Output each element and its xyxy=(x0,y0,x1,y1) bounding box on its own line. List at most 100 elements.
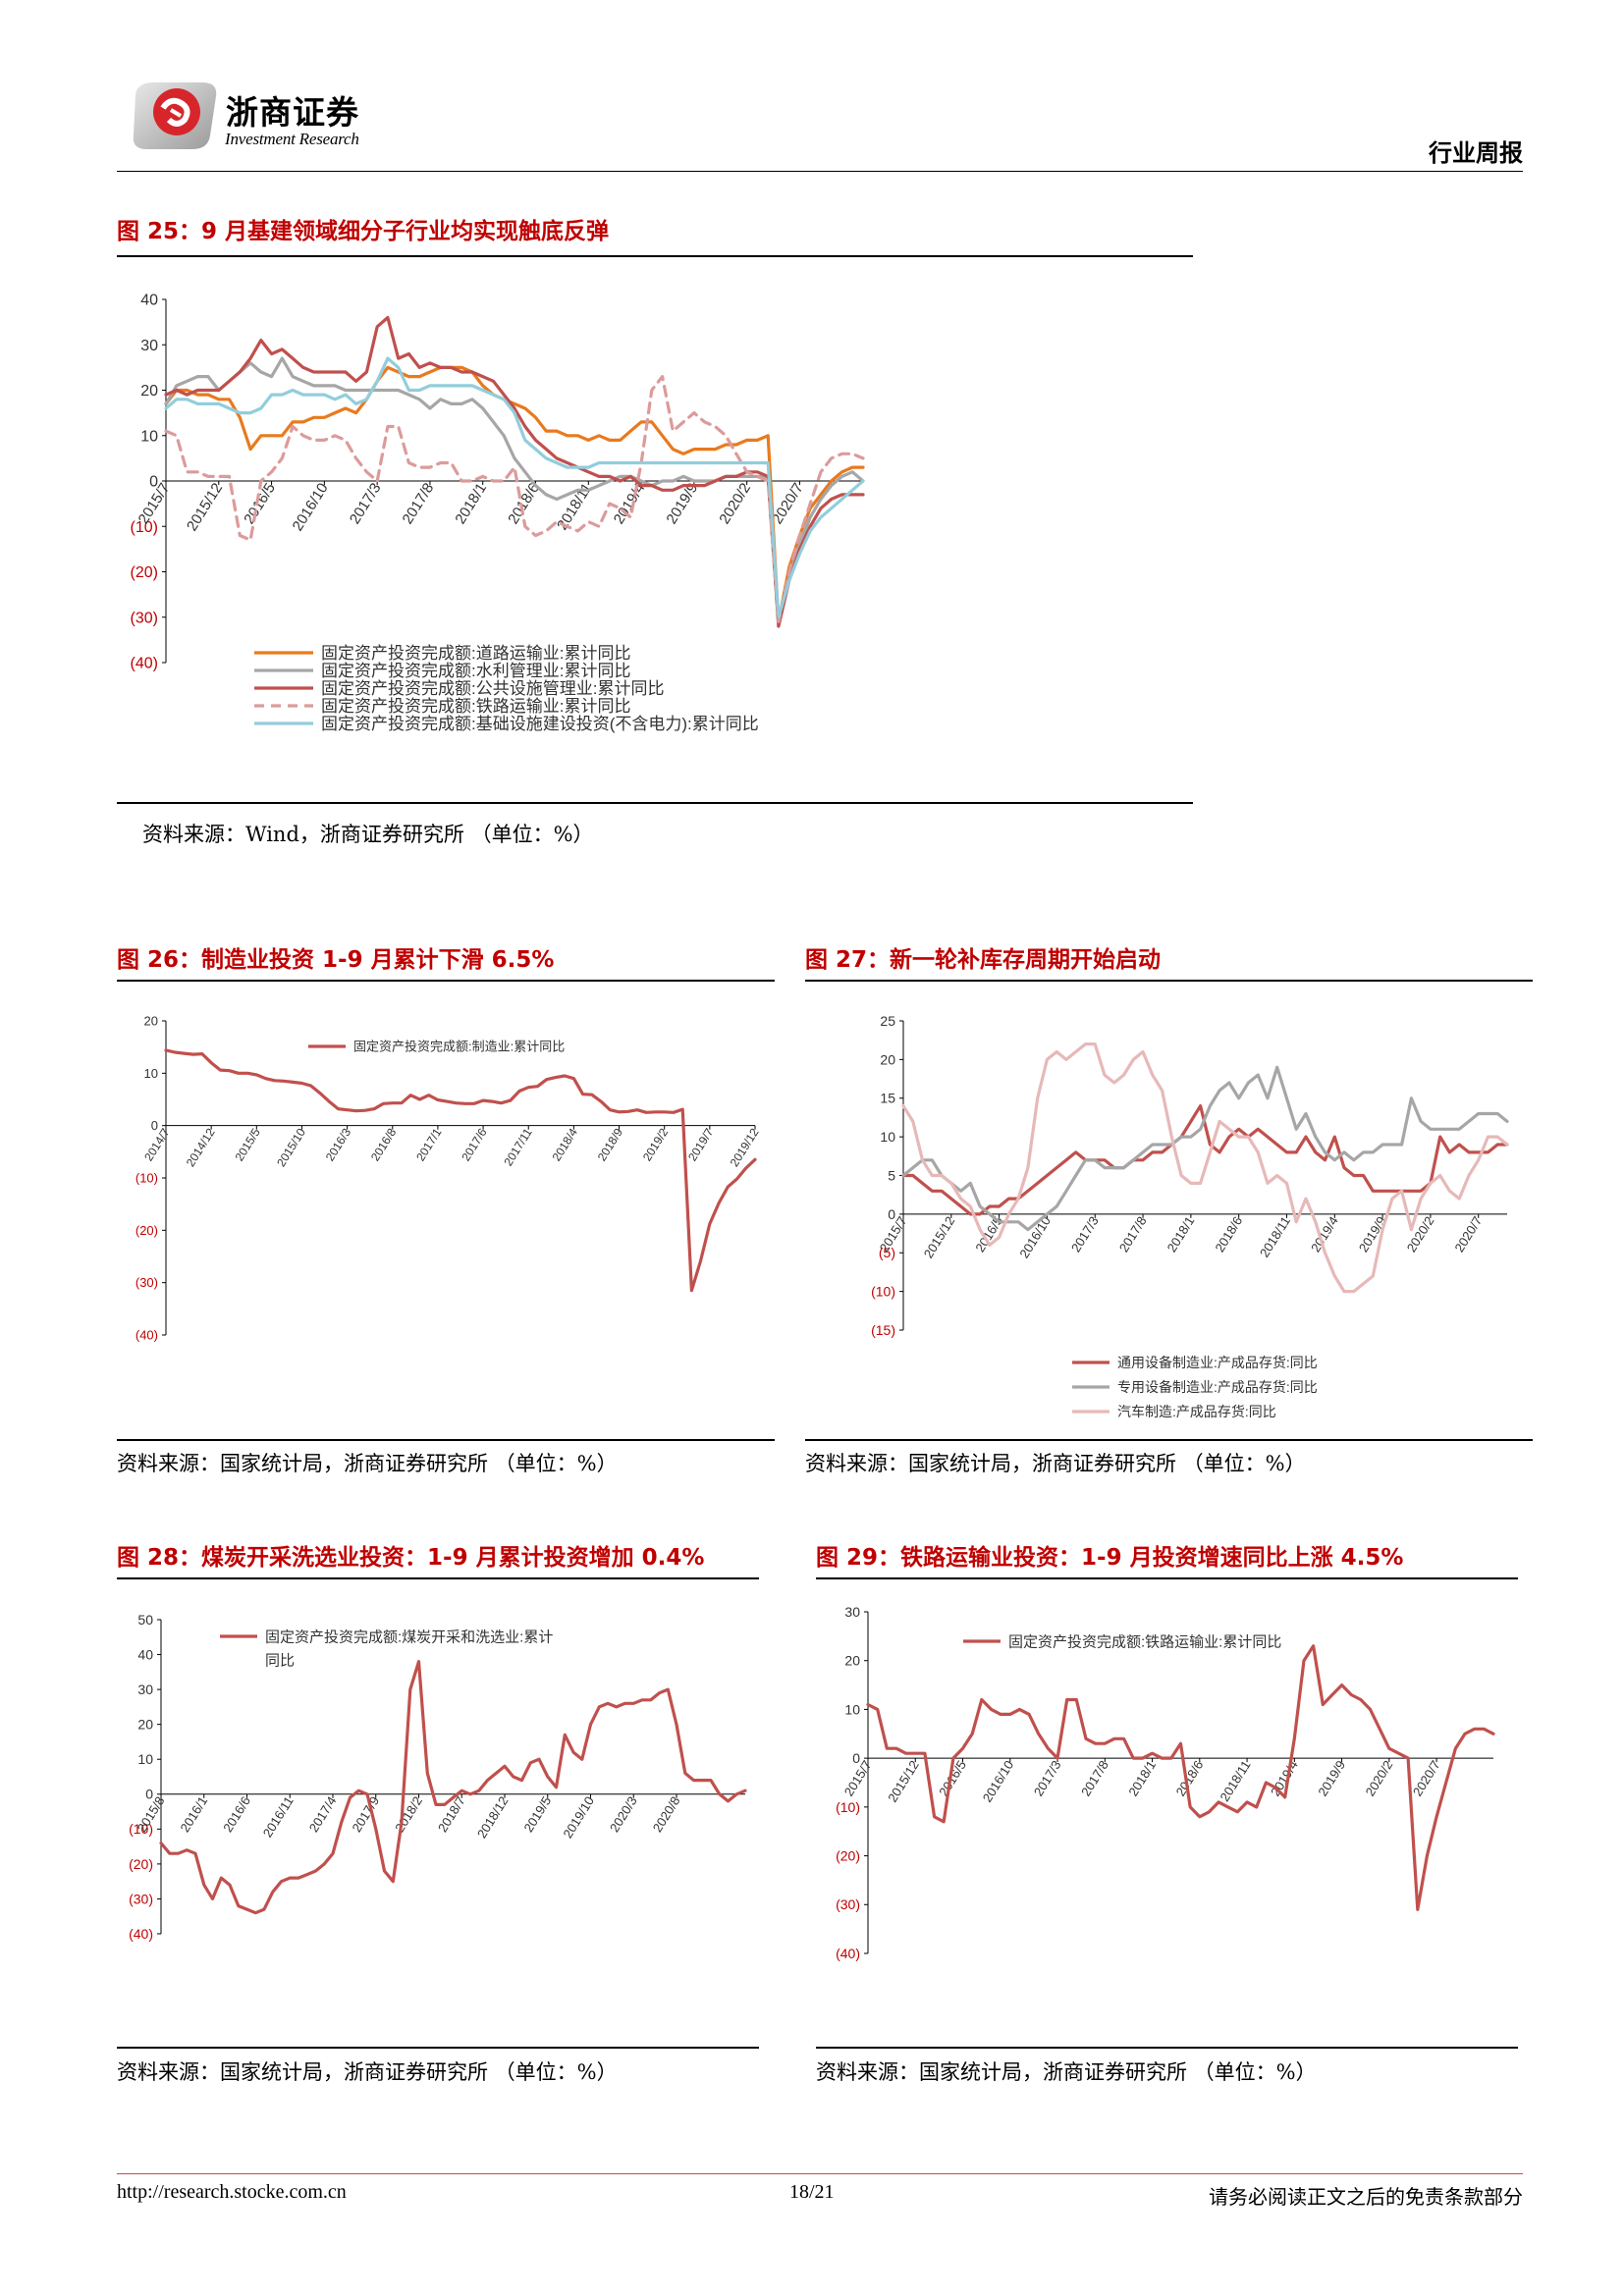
x-tick-label: 2020/3 xyxy=(607,1793,640,1835)
x-tick-label: 2020/2 xyxy=(1363,1758,1396,1799)
footer-page-number: 18/21 xyxy=(789,2181,835,2203)
x-tick-label: 2019/4 xyxy=(611,480,649,527)
x-tick-label: 2017/8 xyxy=(1078,1758,1111,1799)
y-tick-label: 20 xyxy=(140,383,158,400)
x-tick-label: 2017/1 xyxy=(413,1126,444,1164)
y-tick-label: 40 xyxy=(140,293,158,309)
figure-27-source: 资料来源：国家统计局，浙商证券研究所 （单位：%） xyxy=(805,1452,1306,1475)
y-tick-label: 10 xyxy=(144,1066,158,1081)
y-tick-label: 10 xyxy=(137,1751,153,1767)
x-tick-label: 2016/10 xyxy=(290,480,332,534)
x-tick-label: 2015/12 xyxy=(184,480,226,534)
x-tick-label: 2020/2 xyxy=(716,480,754,527)
x-tick-label: 2018/1 xyxy=(1164,1214,1198,1255)
x-tick-label: 2015/12 xyxy=(921,1214,958,1261)
y-tick-label: 0 xyxy=(852,1750,860,1766)
y-tick-label: (20) xyxy=(131,564,158,581)
y-tick-label: (5) xyxy=(879,1245,895,1260)
x-tick-label: 2016/1 xyxy=(178,1793,211,1835)
x-tick-label: 2020/7 xyxy=(1451,1214,1485,1255)
y-tick-label: 20 xyxy=(844,1653,860,1669)
y-tick-label: 20 xyxy=(880,1051,895,1067)
y-tick-label: 0 xyxy=(145,1787,153,1802)
figure-29-source: 资料来源：国家统计局，浙商证券研究所 （单位：%） xyxy=(816,2060,1317,2084)
legend-label-3: 汽车制造:产成品存货:同比 xyxy=(1117,1404,1276,1419)
figure-26-top-rule xyxy=(117,980,775,982)
y-tick-label: (30) xyxy=(131,610,158,626)
y-tick-label: 10 xyxy=(880,1129,895,1145)
x-tick-label: 2019/7 xyxy=(685,1126,716,1164)
footer-url[interactable]: http://research.stocke.com.cn xyxy=(117,2181,347,2203)
series-1-line xyxy=(866,1644,1495,1911)
legend-label-2: 固定资产投资完成额:水利管理业:累计同比 xyxy=(321,662,630,680)
x-tick-label: 2017/3 xyxy=(1031,1758,1064,1799)
x-tick-label: 2017/3 xyxy=(347,480,385,527)
y-tick-label: 30 xyxy=(140,338,158,354)
figure-27-top-rule xyxy=(805,980,1533,982)
series-5-line xyxy=(164,356,865,619)
x-tick-label: 2018/11 xyxy=(1257,1214,1293,1260)
y-tick-label: 15 xyxy=(880,1091,895,1106)
company-name-en: Investment Research xyxy=(225,130,359,148)
y-tick-label: 25 xyxy=(880,1013,895,1029)
company-logo xyxy=(126,77,224,155)
figure-28-source: 资料来源：国家统计局，浙商证券研究所 （单位：%） xyxy=(117,2060,618,2084)
figure-26-bottom-rule xyxy=(117,1439,775,1441)
figure-25-bottom-rule xyxy=(117,802,1193,804)
x-tick-label: 2014/12 xyxy=(184,1126,218,1169)
y-tick-label: (20) xyxy=(129,1856,153,1872)
x-tick-label: 2020/8 xyxy=(650,1793,683,1835)
legend-label-1-cont: 同比 xyxy=(265,1652,295,1669)
y-tick-label: 20 xyxy=(137,1717,153,1733)
figure-25-top-rule xyxy=(117,255,1193,257)
x-tick-label: 2015/10 xyxy=(274,1126,308,1169)
y-tick-label: (30) xyxy=(135,1275,158,1290)
x-tick-label: 2019/2 xyxy=(640,1126,671,1164)
x-tick-label: 2016/10 xyxy=(1016,1214,1054,1261)
figure-26-title: 图 26：制造业投资 1-9 月累计下滑 6.5% xyxy=(117,947,555,973)
x-tick-label: 2017/4 xyxy=(306,1793,340,1835)
series-1-line xyxy=(159,1660,747,1915)
figure-26-source: 资料来源：国家统计局，浙商证券研究所 （单位：%） xyxy=(117,1452,618,1475)
x-tick-label: 2017/8 xyxy=(1116,1214,1150,1255)
y-tick-label: 30 xyxy=(844,1604,860,1620)
x-tick-label: 2018/1 xyxy=(452,480,490,527)
company-name: 浙商证券 xyxy=(226,93,359,132)
legend-label-1: 固定资产投资完成额:道路运输业:累计同比 xyxy=(321,644,630,663)
x-tick-label: 2016/6 xyxy=(220,1793,253,1835)
figure-26-chart: 20 10 0 (10) (20) (30) (40) 2014/7 2014/12 2015/5… xyxy=(135,1014,762,1343)
y-tick-label: 5 xyxy=(888,1167,895,1183)
x-tick-label: 2019/9 xyxy=(1315,1758,1348,1799)
series-1-line xyxy=(164,365,865,623)
x-tick-label: 2018/11 xyxy=(1217,1758,1253,1804)
figure-29-chart: 30 20 10 0 (10) (20) (30) (40) 2015/7 2015/12 2016… xyxy=(836,1604,1495,1961)
logo-emblem-icon xyxy=(133,82,217,149)
x-tick-label: 2019/10 xyxy=(560,1793,597,1841)
y-tick-label: (40) xyxy=(129,1926,153,1942)
report-type: 行业周报 xyxy=(1429,139,1523,167)
legend-label-1: 固定资产投资完成额:制造业:累计同比 xyxy=(353,1040,565,1054)
y-tick-label: (10) xyxy=(129,1821,153,1837)
x-tick-label: 2014/7 xyxy=(141,1126,172,1164)
footer-disclaimer: 请务必阅读正文之后的免责条款部分 xyxy=(1209,2185,1523,2209)
y-tick-label: 10 xyxy=(140,428,158,445)
legend-label-5: 固定资产投资完成额:基础设施建设投资(不含电力):累计同比 xyxy=(321,715,759,733)
legend-label-1: 通用设备制造业:产成品存货:同比 xyxy=(1117,1355,1318,1370)
legend-label-2: 专用设备制造业:产成品存货:同比 xyxy=(1117,1379,1318,1395)
figure-28-bottom-rule xyxy=(117,2047,759,2049)
x-tick-label: 2016/11 xyxy=(260,1793,297,1840)
x-tick-label: 2018/6 xyxy=(1212,1214,1245,1255)
y-tick-label: (20) xyxy=(135,1223,158,1238)
y-tick-label: (40) xyxy=(135,1328,158,1343)
y-tick-label: 10 xyxy=(844,1701,860,1717)
x-tick-label: 2016/8 xyxy=(368,1126,399,1164)
x-tick-label: 2020/7 xyxy=(769,480,807,527)
legend-label-3: 固定资产投资完成额:公共设施管理业:累计同比 xyxy=(321,679,664,698)
y-tick-label: (15) xyxy=(871,1322,895,1338)
x-tick-label: 2020/7 xyxy=(1410,1758,1443,1799)
y-tick-label: (10) xyxy=(135,1171,158,1186)
series-1-line xyxy=(164,1048,757,1293)
